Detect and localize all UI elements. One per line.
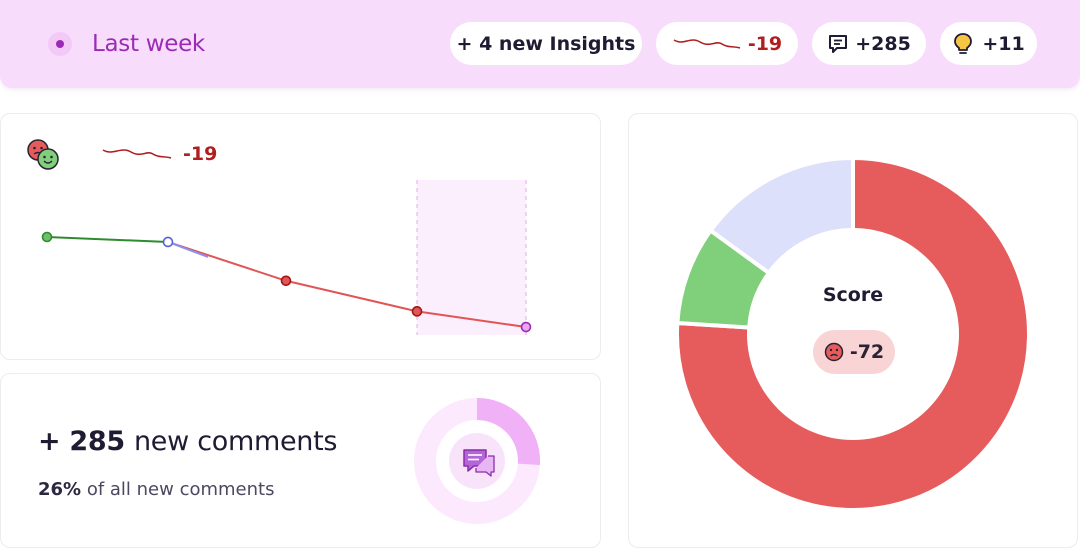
score-value: -72: [850, 341, 884, 363]
score-label: Score: [803, 284, 903, 306]
sad-face-icon: [824, 342, 844, 362]
score-badge: -72: [813, 330, 895, 374]
